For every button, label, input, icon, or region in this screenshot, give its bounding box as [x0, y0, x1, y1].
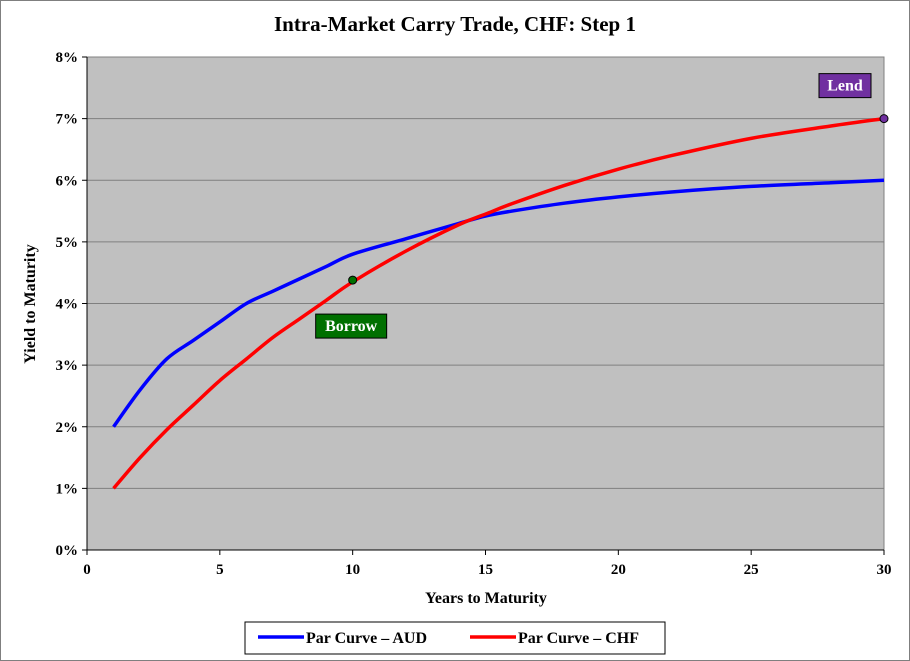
y-tick-label: 4%: [56, 297, 79, 313]
legend-label-chf: Par Curve – CHF: [518, 630, 639, 647]
lend-label-box: [818, 73, 872, 99]
y-tick-label: 6%: [56, 173, 79, 189]
x-tick-label: 25: [744, 562, 759, 578]
chart-title: Intra-Market Carry Trade, CHF: Step 1: [274, 12, 636, 36]
series-line-aud: [112, 178, 885, 428]
y-tick-label: 1%: [56, 481, 79, 497]
legend-box: [244, 621, 666, 655]
series-line-chf: [112, 116, 885, 490]
x-tick-label: 0: [83, 562, 91, 578]
lend-point-marker: [879, 114, 889, 124]
axes: [82, 56, 885, 555]
y-tick-labels: 0% 1% 2% 3% 4% 5% 6% 7% 8%: [56, 50, 79, 559]
y-tick-label: 8%: [56, 50, 79, 66]
x-tick-label: 5: [216, 562, 224, 578]
legend-label-aud: Par Curve – AUD: [306, 630, 427, 647]
x-tick-label: 15: [478, 562, 493, 578]
grid-lines: [87, 118, 884, 489]
x-tick-label: 20: [611, 562, 626, 578]
x-tick-labels: 0 5 10 15 20 25 30: [83, 562, 891, 578]
x-tick-label: 30: [877, 562, 892, 578]
x-tick-label: 10: [345, 562, 360, 578]
y-tick-label: 7%: [56, 112, 79, 128]
y-tick-label: 5%: [56, 235, 79, 251]
borrow-point-marker: [348, 275, 358, 285]
x-axis-title: Years to Maturity: [425, 590, 547, 607]
y-tick-label: 3%: [56, 358, 79, 374]
annotation-layer: Borrow Lend: [315, 73, 889, 339]
lend-label: Lend: [827, 78, 863, 95]
borrow-label-box: [315, 313, 388, 339]
y-axis-title: Yield to Maturity: [22, 244, 39, 363]
legend: Par Curve – AUD Par Curve – CHF: [244, 621, 666, 655]
y-tick-label: 2%: [56, 420, 79, 436]
borrow-label: Borrow: [325, 318, 378, 335]
y-tick-label: 0%: [56, 543, 79, 559]
series-layer: [112, 116, 885, 490]
